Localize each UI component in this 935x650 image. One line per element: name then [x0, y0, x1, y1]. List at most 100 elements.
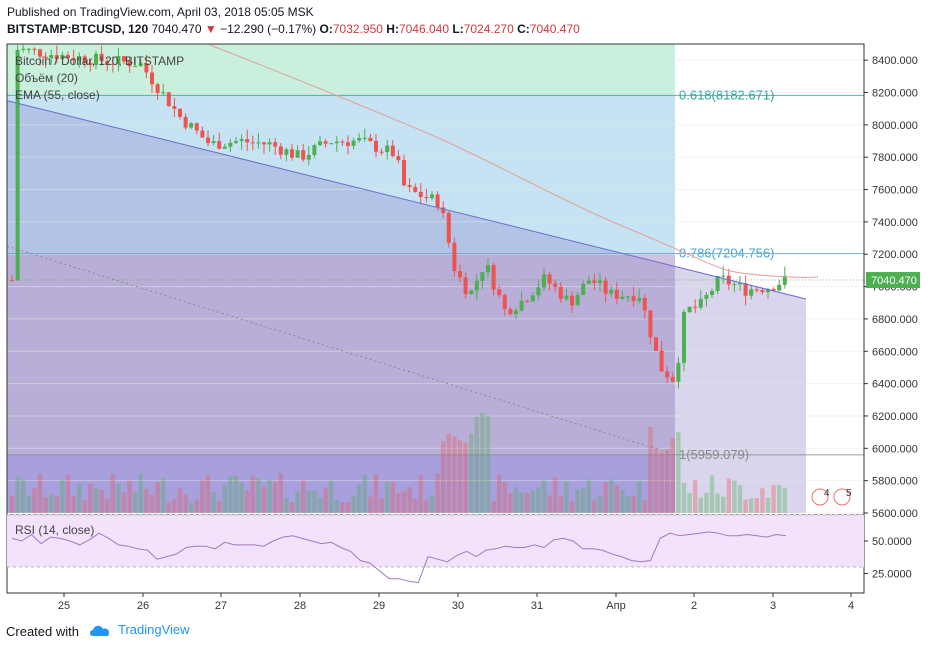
- volume-bar: [469, 433, 474, 513]
- price-tick-label: 6000.000: [872, 443, 918, 455]
- volume-bar: [99, 489, 104, 513]
- candle-body: [396, 156, 401, 161]
- candle-body: [88, 63, 93, 65]
- low-value: 7024.270: [463, 22, 514, 36]
- volume-bar: [21, 479, 26, 513]
- candle-body: [418, 191, 423, 197]
- volume-bar: [631, 495, 636, 513]
- candle-body: [26, 48, 31, 50]
- volume-bar: [222, 484, 227, 513]
- candle-body: [138, 63, 143, 67]
- candle-body: [721, 275, 726, 277]
- candle-body: [743, 283, 748, 296]
- price-tick-label: 5800.000: [872, 476, 918, 488]
- candle-body: [553, 283, 558, 287]
- candle-body: [368, 137, 373, 141]
- candle-body: [402, 160, 406, 186]
- cloud-icon: [90, 625, 110, 636]
- candle-body: [670, 377, 675, 382]
- volume-bar: [592, 500, 597, 513]
- volume-bar: [295, 491, 300, 513]
- volume-bar: [754, 498, 759, 513]
- volume-bar: [261, 486, 267, 513]
- volume-bar: [211, 492, 216, 513]
- published-text: Published on TradingView.com, April 03, …: [7, 5, 314, 19]
- event-count: 5: [846, 488, 852, 499]
- candle-body: [301, 150, 306, 160]
- volume-bar: [273, 481, 278, 513]
- candle-body: [687, 306, 692, 312]
- fib-label: 1(5959.079): [679, 447, 749, 462]
- candle-body: [463, 277, 468, 295]
- candle-body: [637, 298, 642, 302]
- volume-bar: [334, 499, 339, 513]
- volume-bar: [77, 483, 82, 513]
- candle-body: [49, 55, 54, 59]
- rsi-tick-label: 25.0000: [872, 569, 912, 581]
- candle-body: [161, 92, 166, 94]
- candle-body: [239, 139, 244, 142]
- candle-body: [351, 140, 356, 146]
- time-tick-label: 2: [691, 600, 697, 612]
- volume-bar: [121, 492, 127, 513]
- volume-bar: [37, 473, 43, 513]
- candle-body: [43, 56, 48, 59]
- price-tick-label: 6200.000: [872, 411, 918, 423]
- volume-bar: [401, 491, 407, 513]
- volume-bar: [569, 500, 575, 513]
- candle-body: [340, 141, 345, 143]
- volume-bar: [110, 473, 115, 513]
- candle-body: [144, 63, 149, 73]
- candle-body: [38, 49, 42, 57]
- volume-bar: [491, 501, 496, 513]
- candle-body: [306, 154, 311, 160]
- candle-body: [508, 309, 513, 315]
- candle-body: [312, 145, 317, 155]
- legend-title: Bitcoin / Dollar, 120, BITSTAMP: [15, 54, 184, 68]
- volume-bar: [362, 474, 367, 513]
- candle-body: [452, 242, 457, 272]
- volume-bar: [368, 496, 373, 513]
- volume-bar: [536, 487, 541, 513]
- candle-body: [150, 72, 154, 85]
- volume-bar: [749, 498, 754, 513]
- volume-bar: [205, 475, 211, 513]
- candle-body: [710, 290, 714, 295]
- candle-body: [15, 49, 20, 281]
- volume-bar: [144, 488, 149, 513]
- volume-bar: [441, 441, 446, 513]
- last-price: 7040.470: [151, 22, 202, 36]
- volume-bar: [609, 479, 614, 513]
- volume-bar: [693, 479, 698, 513]
- volume-bar: [765, 497, 771, 513]
- candle-body: [105, 61, 110, 64]
- candle-body: [497, 289, 502, 296]
- volume-bar: [177, 488, 183, 513]
- fib-zone-1: [7, 454, 675, 513]
- volume-bar: [256, 478, 261, 513]
- ohlc-header: BITSTAMP:BTCUSD, 120 7040.470 ▼ −12.290 …: [7, 22, 580, 36]
- candle-body: [642, 298, 647, 311]
- candle-body: [211, 141, 216, 144]
- candle-body: [54, 55, 59, 60]
- time-tick-label: 4: [848, 600, 854, 612]
- volume-bar: [233, 476, 239, 513]
- event-flag-icon: [833, 488, 851, 506]
- volume-bar: [457, 440, 463, 513]
- volume-bar: [396, 492, 401, 513]
- low-label: L:: [452, 22, 464, 36]
- rsi-label: RSI (14, close): [15, 523, 94, 537]
- volume-bar: [116, 483, 121, 513]
- price-tick-label: 8000.000: [872, 120, 918, 132]
- volume-bar: [715, 493, 720, 513]
- tradingview-link[interactable]: TradingView: [88, 622, 190, 637]
- candle-body: [698, 298, 703, 308]
- candle-body: [346, 142, 350, 146]
- volume-bar: [306, 491, 311, 513]
- open-value: 7032.950: [332, 22, 383, 36]
- candle-body: [458, 271, 462, 278]
- volume-bar: [553, 477, 558, 513]
- candle-body: [659, 350, 664, 372]
- volume-bar: [670, 438, 675, 513]
- time-tick-label: 25: [58, 600, 70, 612]
